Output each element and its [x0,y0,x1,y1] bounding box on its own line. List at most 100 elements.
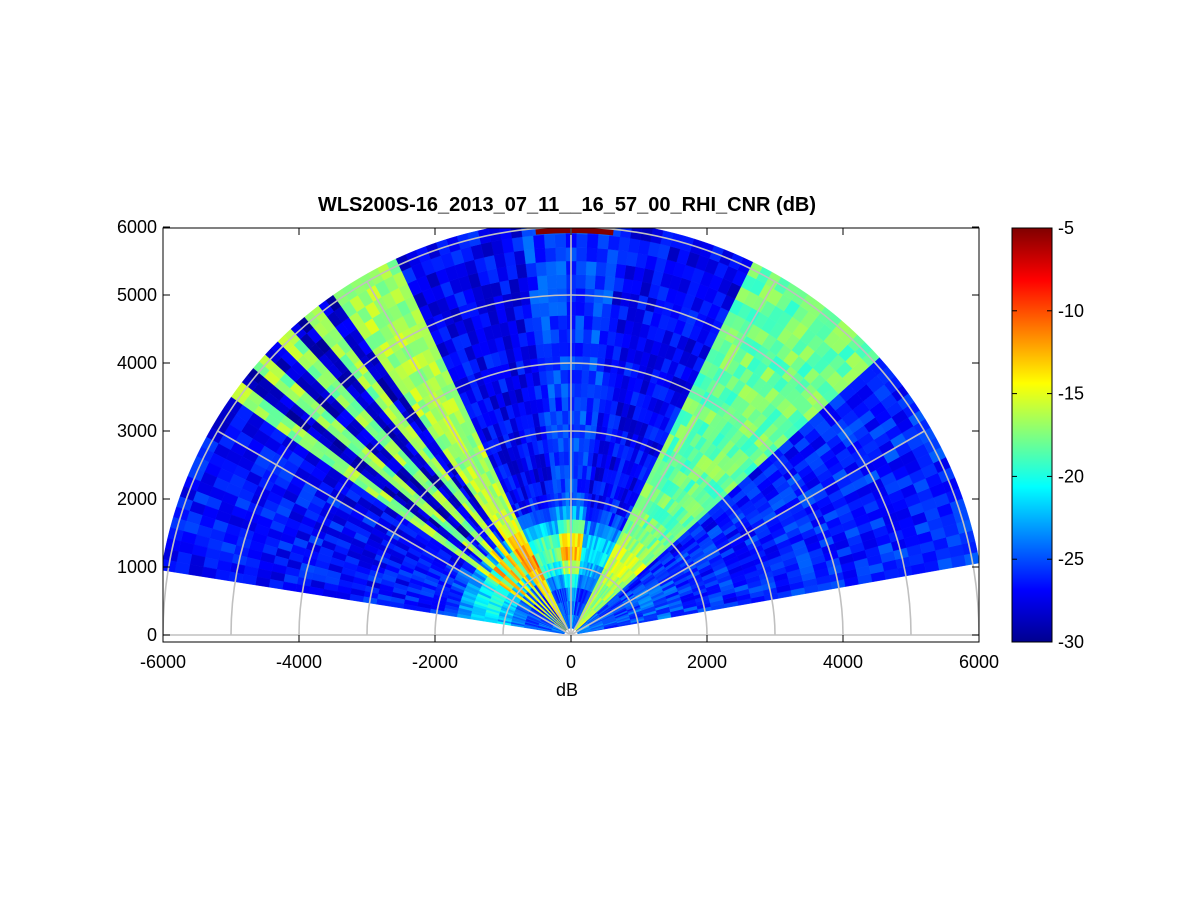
cnr-cell [592,302,603,318]
cnr-cell [576,233,588,248]
cnr-cell [586,397,594,412]
azimuth-spoke [570,281,776,636]
cnr-cell [585,410,593,426]
cnr-cell [578,437,585,453]
cnr-cell [562,437,569,452]
cnr-cell [574,315,585,330]
cnr-cell [573,437,580,452]
colorbar-tick-label: -25 [1058,549,1084,569]
cnr-cell [583,315,593,330]
colorbar-tick-label: -5 [1058,218,1074,238]
cnr-cell [523,248,536,265]
cnr-cell [561,396,569,411]
cnr-cell [599,316,611,332]
colorbar-ticks: -5 -10 -15 -20 -25 -30 [1012,218,1084,652]
cnr-cell [559,369,568,384]
cnr-cell [597,343,607,359]
polar-grid [163,228,979,636]
cnr-cell [587,370,597,385]
cnr-cell [560,383,568,398]
y-tick-label: 5000 [117,285,157,305]
cnr-cell [607,235,621,251]
x-axis-label: dB [556,680,578,700]
cnr-cell [603,276,616,292]
cnr-cell [601,303,612,319]
colorbar-tick-label: -20 [1058,466,1084,486]
cnr-cell [543,343,553,358]
cnr-cell [613,277,625,293]
cnr-cell [544,247,556,263]
cnr-cell [526,276,539,292]
cnr-cell [598,330,609,346]
cnr-cell [571,546,575,561]
cnr-cell [561,410,569,425]
cnr-cell [616,250,629,266]
cnr-cell [594,275,606,290]
cnr-cell [604,262,617,278]
cnr-cell [163,559,177,573]
y-tick-label: 2000 [117,489,157,509]
cnr-cell [575,247,587,262]
cnr-cell [572,505,577,520]
cnr-cell [554,233,566,248]
cnr-cell [586,247,598,263]
cnr-cell [575,301,585,316]
cnr-cell [550,342,560,358]
cnr-cell [572,478,578,493]
cnr-cell [597,234,610,250]
cnr-cell [557,315,568,330]
colorbar [1011,227,1053,643]
range-ring [163,228,979,636]
cnr-cell [532,234,545,250]
cnr-cell [534,248,546,263]
y-tick-label: 3000 [117,421,157,441]
cnr-cell [582,342,592,358]
cnr-cell [583,301,594,317]
cnr-cell [574,328,584,344]
cnr-cell [572,464,579,479]
x-tick-label: -2000 [412,652,458,672]
y-tick-label: 4000 [117,353,157,373]
cnr-cell [540,315,551,331]
cnr-cell [573,396,581,411]
cnr-cell [563,451,569,466]
cnr-cell [574,342,584,357]
cnr-cell [576,478,582,493]
cnr-cell [574,383,582,398]
cnr-cell [563,464,570,479]
cnr-cell [556,274,567,289]
cnr-cell [573,451,579,466]
cnr-cell [606,248,619,265]
cnr-cell [614,263,627,279]
cnr-cell [590,329,601,345]
cnr-cell [577,464,583,480]
cnr-cell [584,274,596,290]
cnr-cell [585,261,597,276]
cnr-cell [546,274,558,290]
chart-title: WLS200S-16_2013_07_11__16_57_00_RHI_CNR … [318,194,816,216]
x-tick-label: 2000 [687,652,727,672]
cnr-cell [575,260,587,276]
cnr-cell [550,329,560,344]
cnr-cell [579,410,587,425]
x-tick-label: -6000 [140,652,186,672]
cnr-cell [543,233,556,249]
cnr-cell [545,261,557,276]
y-tick-label: 0 [147,625,157,645]
azimuth-spoke [217,430,572,636]
cnr-cell [558,342,568,357]
cnr-cell [574,369,583,384]
cnr-cell [549,315,559,330]
cnr-cell [577,451,584,466]
cnr-cell [525,262,538,278]
cnr-cell [595,261,607,277]
cnr-cell [555,260,567,276]
cnr-cell [553,383,562,398]
cnr-cell [539,302,550,318]
cnr-cell [618,236,631,252]
colorbar-tick-label: -15 [1058,384,1084,404]
x-tick-label: 0 [566,652,576,672]
cnr-cell [552,369,561,385]
cnr-cell [573,410,581,425]
cnr-cell [521,235,535,251]
